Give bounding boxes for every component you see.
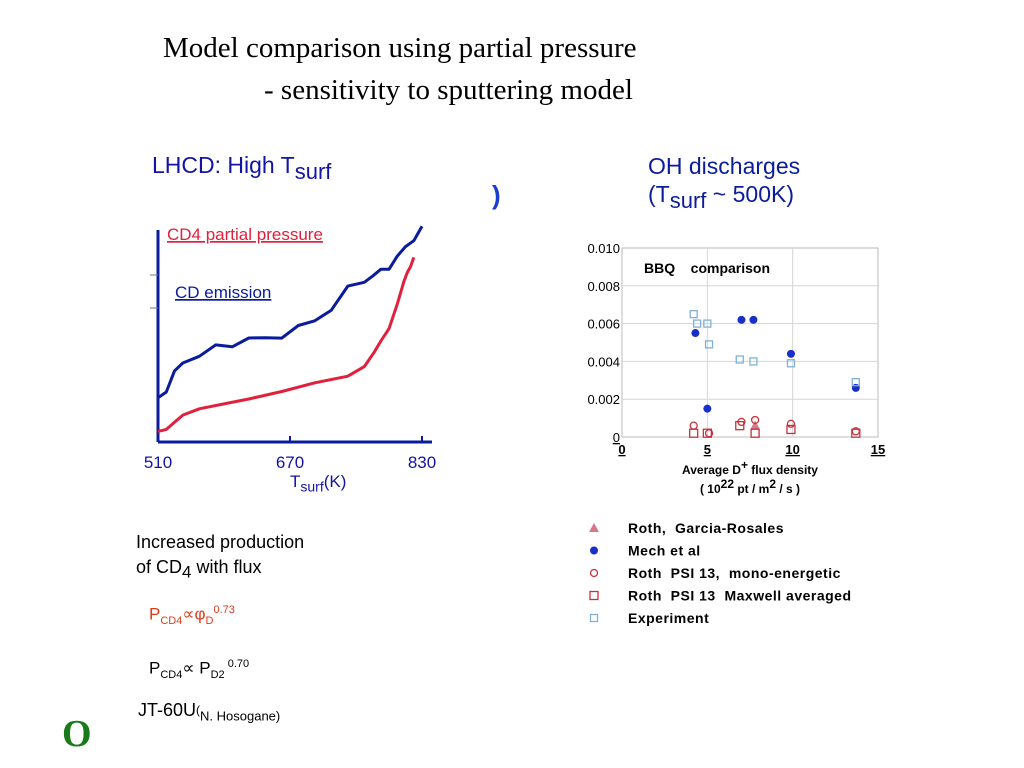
- lhcd-x-tick-label: 670: [276, 453, 304, 472]
- legend-marker: [590, 546, 598, 555]
- bbq-point: [851, 428, 861, 438]
- lhcd-heading: LHCD: High Tsurf: [152, 152, 331, 185]
- bbq-point: [750, 428, 760, 438]
- legend-marker: [589, 523, 599, 532]
- legend-marker: [589, 568, 599, 578]
- bbq-title: BBQ comparison: [644, 260, 770, 276]
- bbq-point: [703, 319, 712, 328]
- corner-mark: O: [62, 713, 92, 755]
- formula-2-prop: ∝: [182, 658, 200, 678]
- caption-line-1: Increased production: [136, 532, 305, 552]
- bbq-point: [692, 319, 702, 328]
- formula-1-p: P: [149, 604, 161, 624]
- oh-heading-line-1: OH discharges: [648, 153, 801, 179]
- lhcd-x-tick-label: 510: [144, 453, 172, 472]
- formula-2-p2: P: [199, 658, 211, 678]
- bbq-frame: [621, 247, 879, 438]
- caption-cd-sub: 4: [182, 562, 192, 582]
- lhcd-heading-text: LHCD: High T: [152, 152, 295, 178]
- bbq-legend: Roth, Garcia-Rosales Mech et al Roth PSI 1…: [589, 520, 852, 626]
- oh-heading-a: (T: [648, 181, 670, 207]
- bbq-point: [691, 329, 700, 338]
- bbq-point: [735, 355, 744, 364]
- bbq-xlabel-line-1: Average D+ flux density: [682, 458, 818, 477]
- formula-1-sub2: D: [205, 615, 214, 628]
- bbq-y-tick-label: 0.002: [587, 392, 620, 407]
- formula-1-phi: φ: [194, 604, 206, 624]
- bbq-x-tick-label: 15: [871, 442, 885, 457]
- formula-2: PCD4∝ PD2 0.70: [149, 658, 249, 681]
- cd-emission-label: CD emission: [175, 283, 271, 302]
- legend-label: Experiment: [628, 610, 709, 626]
- bbq-point: [750, 420, 761, 430]
- cd-emission-line: [157, 225, 424, 400]
- cd4-pressure-label: CD4 partial pressure: [167, 225, 323, 244]
- bbq-y-tick-label: 0.006: [587, 317, 620, 332]
- cd4-pressure-line: [157, 256, 416, 433]
- title-line-1: Model comparison using partial pressure: [163, 32, 637, 64]
- lhcd-x-tick-label: 830: [408, 453, 436, 472]
- formula-2-sub1: CD4: [160, 669, 183, 682]
- bbq-point: [851, 378, 860, 387]
- bbq-y-tick-label: 0.004: [587, 354, 620, 369]
- bbq-point: [689, 310, 698, 319]
- source-credit: JT-60U(N. Hosogane): [138, 700, 280, 724]
- caption-cd: of CD: [136, 557, 183, 577]
- formula-1-sup: 0.73: [213, 604, 235, 616]
- lhcd-xlabel-sub: surf: [300, 478, 324, 495]
- bbq-x-tick-label: 0: [618, 442, 625, 457]
- legend-label: Roth PSI 13 Maxwell averaged: [628, 588, 852, 604]
- title-line-2: - sensitivity to sputtering model: [264, 74, 633, 106]
- oh-heading: OH discharges (Tsurf ~ 500K): [648, 152, 800, 215]
- legend-label: Mech et al: [628, 543, 701, 559]
- bbq-point: [786, 424, 796, 435]
- bbq-point: [702, 428, 712, 438]
- formula-2-sup: 0.70: [224, 658, 250, 670]
- source-main: JT-60U: [138, 700, 197, 720]
- legend-marker: [589, 613, 599, 623]
- legend-label: Roth, Garcia-Rosales: [628, 520, 784, 536]
- oh-heading-b: ~ 500K): [706, 181, 794, 207]
- bbq-y-tick-label: 0.008: [587, 279, 620, 294]
- bbq-xlabel-line-2: ( 1022 pt / m2 / s ): [700, 477, 800, 496]
- lhcd-xlabel-unit: (K): [323, 472, 347, 491]
- bbq-point: [689, 421, 698, 430]
- bbq-point: [749, 357, 758, 366]
- lhcd-xlabel-main: T: [290, 472, 301, 491]
- bbq-point: [750, 415, 760, 425]
- bbq-point: [737, 315, 746, 324]
- source-paren: (: [196, 703, 201, 717]
- bbq-x-tick-label: 10: [785, 442, 799, 457]
- legend-marker: [589, 590, 599, 601]
- formula-1-prop: ∝: [182, 604, 195, 624]
- bbq-point: [786, 359, 796, 368]
- source-credit-text: N. Hosogane): [200, 708, 281, 724]
- formula-2-sub2: D2: [210, 669, 225, 682]
- lhcd-heading-sub: surf: [294, 159, 332, 184]
- formula-1-sub1: CD4: [160, 615, 183, 628]
- bbq-point: [689, 428, 699, 438]
- legend-label: Roth PSI 13, mono-energetic: [628, 565, 841, 581]
- stray-glyph: ): [492, 180, 501, 210]
- bbq-chart: 0 0.002 0.004 0.006 0.008 0.010 0 5 10 15 BBQ comp…: [587, 241, 885, 496]
- caption: Increased production of CD4 with flux: [136, 530, 304, 585]
- caption-line-2: of CD4 with flux: [136, 555, 304, 585]
- caption-rest: with flux: [191, 557, 262, 577]
- lhcd-xlabel: Tsurf(K): [290, 472, 346, 494]
- bbq-x-tick-label: 5: [704, 442, 711, 457]
- formula-1: PCD4∝φD0.73: [149, 604, 235, 627]
- oh-heading-line-2: (Tsurf ~ 500K): [648, 180, 800, 215]
- bbq-y-tick-label: 0.010: [587, 241, 620, 256]
- bbq-point: [735, 421, 745, 431]
- bbq-point: [703, 404, 712, 413]
- oh-heading-sub: surf: [669, 188, 707, 213]
- lhcd-chart: 510 670 830 CD4 partial pressure CD emission: [144, 225, 436, 472]
- bbq-point: [749, 315, 758, 324]
- bbq-y-tick-label: 0: [613, 430, 620, 445]
- bbq-point: [786, 419, 796, 428]
- bbq-point: [786, 349, 795, 358]
- formula-2-p: P: [149, 658, 161, 678]
- bbq-point: [704, 340, 714, 349]
